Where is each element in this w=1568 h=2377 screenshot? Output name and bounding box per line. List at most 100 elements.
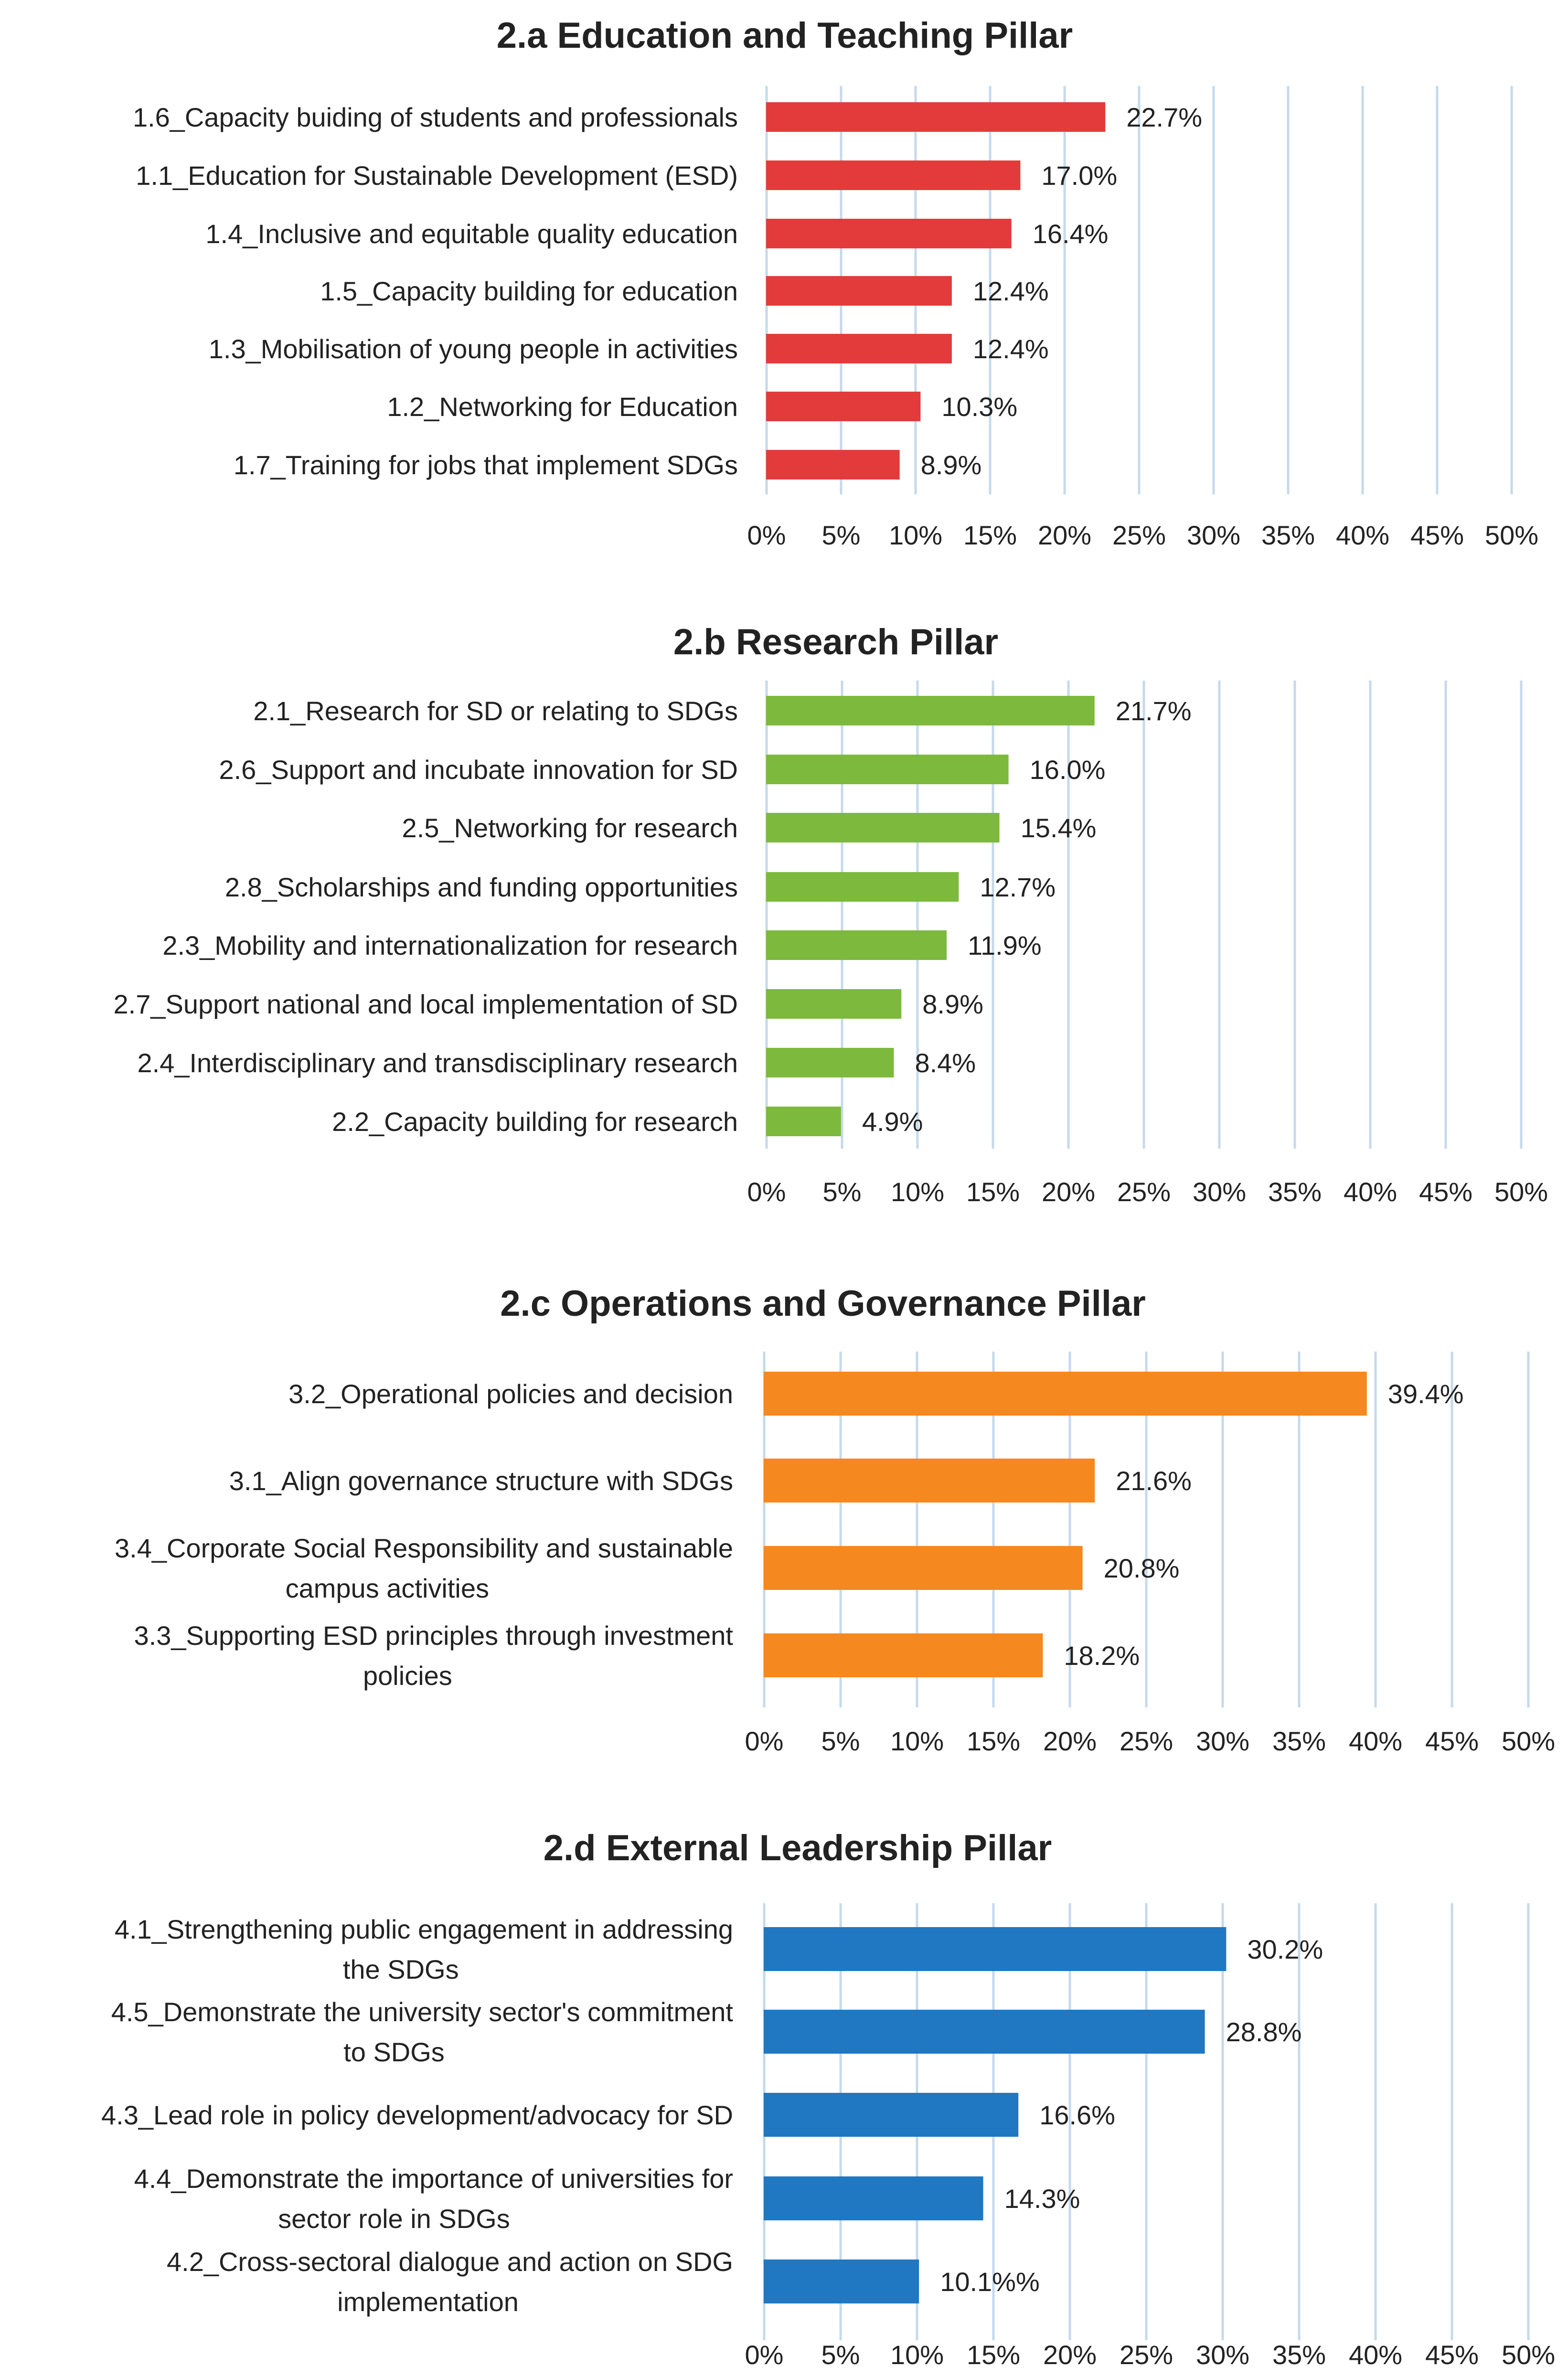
bar	[766, 989, 902, 1019]
category-label: to SDGs	[343, 2037, 445, 2067]
data-label: 14.3%	[1004, 2184, 1080, 2214]
x-tick-label: 25%	[1120, 2340, 1173, 2370]
category-label: 3.4_Corporate Social Responsibility and …	[115, 1533, 733, 1563]
x-tick-label: 5%	[821, 2340, 860, 2370]
x-tick-label: 45%	[1419, 1177, 1472, 1207]
data-label: 21.6%	[1116, 1466, 1192, 1496]
x-tick-label: 10%	[889, 520, 942, 550]
data-label: 18.2%	[1064, 1641, 1140, 1671]
category-label: the SDGs	[343, 1954, 459, 1984]
category-label: 4.4_Demonstrate the importance of univer…	[134, 2164, 733, 2194]
category-label: 1.4_Inclusive and equitable quality educ…	[205, 219, 738, 249]
category-label: 4.3_Lead role in policy development/advo…	[101, 2100, 733, 2130]
category-label: policies	[363, 1661, 452, 1691]
category-label: 2.6_Support and incubate innovation for …	[219, 755, 738, 785]
x-tick-label: 40%	[1349, 2340, 1402, 2370]
x-tick-label: 15%	[967, 2340, 1020, 2370]
chart-panel-3: 2.c Operations and Governance Pillar 0% 5%…	[115, 1283, 1555, 1756]
category-label: 1.1_Education for Sustainable Developmen…	[136, 160, 738, 191]
bar	[764, 1927, 1227, 1971]
data-label: 16.4%	[1033, 219, 1109, 249]
chart-panel-1: 2.a Education and Teaching Pillar 0% 5% 10%…	[133, 15, 1538, 550]
bar	[764, 2093, 1019, 2137]
category-label: 2.2_Capacity building for research	[332, 1107, 738, 1137]
x-tick-label: 25%	[1117, 1177, 1171, 1207]
bar	[764, 2260, 919, 2303]
category-label: 2.7_Support national and local implement…	[114, 989, 738, 1019]
bar	[766, 930, 947, 960]
x-tick-label: 35%	[1261, 520, 1315, 550]
x-tick-label: 10%	[890, 1726, 944, 1756]
category-label: 4.2_Cross-sectoral dialogue and action o…	[167, 2247, 733, 2277]
x-tick-label: 0%	[745, 1726, 784, 1756]
x-tick-label: 15%	[967, 1726, 1020, 1756]
x-tick-label: 25%	[1112, 520, 1166, 550]
x-tick-label: 45%	[1425, 1726, 1479, 1756]
x-tick-label: 50%	[1502, 1726, 1555, 1756]
bar	[766, 276, 952, 306]
category-label: 1.3_Mobilisation of young people in acti…	[209, 334, 738, 364]
chart-title: 2.b Research Pillar	[673, 622, 998, 662]
x-tick-label: 5%	[823, 1177, 862, 1207]
data-label: 12.4%	[973, 334, 1049, 364]
chart-panel-4: 2.d External Leadership Pillar 0% 5% 10% 15%…	[101, 1828, 1555, 2370]
x-tick-label: 15%	[963, 520, 1017, 550]
x-tick-label: 10%	[890, 2340, 944, 2370]
bar	[766, 755, 1009, 784]
x-tick-label: 40%	[1336, 520, 1389, 550]
chart-panel-2: 2.b Research Pillar 0% 5% 10% 15% 20% 25% 30% 35…	[114, 622, 1548, 1207]
x-tick-label: 30%	[1193, 1177, 1246, 1207]
category-label: 2.3_Mobility and internationalization fo…	[162, 930, 738, 960]
x-tick-label: 50%	[1485, 520, 1538, 550]
data-label: 39.4%	[1388, 1379, 1464, 1409]
x-tick-label: 0%	[747, 1177, 786, 1207]
x-tick-label: 20%	[1038, 520, 1091, 550]
data-label: 11.9%	[968, 930, 1042, 960]
bar	[766, 813, 1000, 842]
x-tick-label: 30%	[1187, 520, 1240, 550]
data-label: 17.0%	[1041, 160, 1117, 191]
data-label: 22.7%	[1126, 102, 1202, 132]
category-label: campus activities	[286, 1573, 489, 1603]
data-label: 15.4%	[1021, 813, 1097, 843]
category-label: 4.1_Strengthening public engagement in a…	[115, 1914, 733, 1944]
data-label: 10.1%%	[940, 2267, 1040, 2297]
bar	[766, 872, 959, 902]
data-label: 8.9%	[922, 989, 983, 1019]
bar	[764, 2010, 1205, 2054]
data-label: 30.2%	[1247, 1934, 1323, 1964]
category-label: 2.8_Scholarships and funding opportuniti…	[225, 872, 738, 902]
bar	[766, 392, 921, 421]
bar	[764, 1633, 1043, 1677]
x-tick-label: 50%	[1494, 1177, 1548, 1207]
x-tick-label: 45%	[1425, 2340, 1479, 2370]
bar	[766, 102, 1106, 132]
bar	[764, 2176, 983, 2220]
category-label: 2.4_Interdisciplinary and transdisciplin…	[137, 1048, 738, 1078]
x-tick-label: 5%	[821, 1726, 860, 1756]
x-tick-label: 35%	[1272, 1726, 1326, 1756]
x-tick-label: 25%	[1120, 1726, 1173, 1756]
data-label: 20.8%	[1104, 1553, 1180, 1583]
data-label: 16.6%	[1039, 2100, 1115, 2130]
category-label: 1.6_Capacity buiding of students and pro…	[133, 102, 738, 132]
x-tick-label: 0%	[747, 520, 786, 550]
data-label: 16.0%	[1030, 755, 1106, 785]
category-label: 3.1_Align governance structure with SDGs	[229, 1466, 733, 1496]
bar	[766, 696, 1095, 725]
data-label: 28.8%	[1226, 2017, 1302, 2047]
chart-title: 2.a Education and Teaching Pillar	[497, 15, 1073, 56]
x-tick-label: 20%	[1042, 1177, 1095, 1207]
x-tick-label: 20%	[1043, 2340, 1097, 2370]
bar	[766, 219, 1012, 248]
bar	[766, 334, 952, 363]
data-label: 21.7%	[1116, 696, 1192, 726]
bar	[764, 1372, 1367, 1416]
category-label: 4.5_Demonstrate the university sector's …	[111, 1997, 734, 2027]
x-tick-label: 45%	[1410, 520, 1464, 550]
data-label: 8.4%	[915, 1048, 976, 1078]
x-tick-label: 35%	[1268, 1177, 1322, 1207]
bar	[766, 1048, 894, 1077]
chart-title: 2.d External Leadership Pillar	[544, 1828, 1052, 1868]
